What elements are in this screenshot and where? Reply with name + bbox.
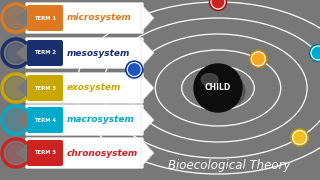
Ellipse shape — [201, 74, 218, 86]
Polygon shape — [141, 139, 154, 167]
FancyBboxPatch shape — [27, 40, 63, 66]
FancyBboxPatch shape — [26, 73, 143, 104]
Circle shape — [6, 143, 26, 163]
Circle shape — [293, 130, 307, 145]
FancyBboxPatch shape — [26, 138, 143, 168]
FancyBboxPatch shape — [27, 107, 63, 133]
Circle shape — [6, 8, 26, 28]
Wedge shape — [16, 143, 31, 163]
Circle shape — [6, 78, 26, 98]
Circle shape — [251, 52, 265, 66]
Circle shape — [250, 50, 267, 67]
Circle shape — [309, 44, 320, 62]
Wedge shape — [16, 8, 31, 28]
Text: TERM 5: TERM 5 — [34, 150, 56, 156]
FancyBboxPatch shape — [27, 5, 63, 31]
FancyBboxPatch shape — [26, 105, 143, 136]
Text: TERM 2: TERM 2 — [34, 51, 56, 55]
FancyBboxPatch shape — [26, 3, 143, 33]
Circle shape — [211, 0, 225, 9]
Circle shape — [210, 0, 227, 10]
Text: TERM 1: TERM 1 — [34, 15, 56, 21]
Text: exosystem: exosystem — [67, 84, 121, 93]
Circle shape — [291, 129, 308, 146]
Polygon shape — [141, 39, 154, 67]
FancyBboxPatch shape — [26, 37, 143, 69]
Text: TERM 3: TERM 3 — [34, 86, 56, 91]
Text: chronosystem: chronosystem — [67, 148, 138, 158]
Circle shape — [311, 46, 320, 60]
Circle shape — [6, 110, 26, 130]
Wedge shape — [16, 110, 31, 130]
Text: mesosystem: mesosystem — [67, 48, 130, 57]
Wedge shape — [16, 43, 31, 63]
FancyBboxPatch shape — [27, 140, 63, 166]
Text: TERM 4: TERM 4 — [34, 118, 56, 123]
FancyBboxPatch shape — [27, 75, 63, 101]
Polygon shape — [141, 74, 154, 102]
Text: microsystem: microsystem — [67, 14, 132, 22]
Wedge shape — [16, 78, 31, 98]
Text: macrosystem: macrosystem — [67, 116, 135, 125]
Circle shape — [126, 61, 143, 78]
Ellipse shape — [197, 73, 245, 109]
Polygon shape — [141, 106, 154, 134]
Text: Bioecological Theory: Bioecological Theory — [168, 159, 291, 172]
Polygon shape — [141, 4, 154, 32]
Text: CHILD: CHILD — [205, 84, 231, 93]
Circle shape — [194, 64, 242, 112]
Circle shape — [6, 43, 26, 63]
Circle shape — [127, 62, 141, 76]
